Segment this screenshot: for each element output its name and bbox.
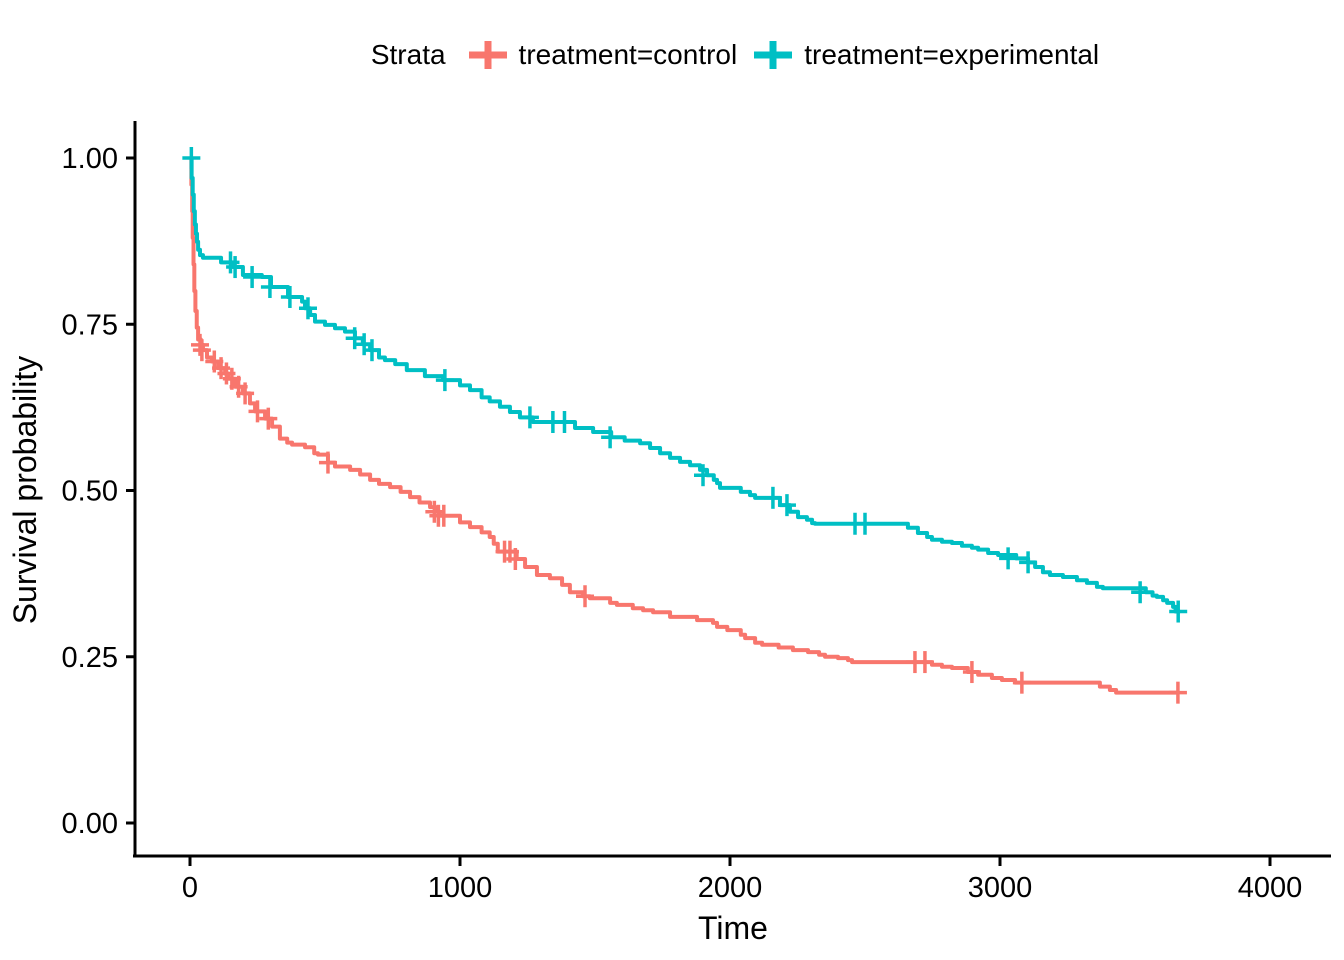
- x-axis-title: Time: [698, 910, 768, 946]
- x-tick-label: 1000: [428, 872, 493, 904]
- plus-censor-icon: [754, 41, 793, 69]
- legend-item-label-experimental: treatment=experimental: [804, 39, 1100, 70]
- y-tick-label: 0.00: [62, 808, 118, 840]
- x-tick-label: 4000: [1238, 872, 1303, 904]
- y-tick-label: 0.75: [62, 309, 118, 341]
- y-tick-label: 0.50: [62, 476, 118, 508]
- censor-marks-experimental: [182, 147, 1188, 623]
- survival-curve-experimental: [189, 156, 1181, 614]
- censor-marks-control: [190, 333, 1187, 704]
- survival-curves: [182, 147, 1188, 704]
- y-tick-label: 0.25: [62, 642, 118, 674]
- plus-censor-icon: [468, 41, 507, 69]
- x-tick-label: 3000: [968, 872, 1033, 904]
- legend: Strata treatment=control treatment=exper…: [130, 39, 1340, 71]
- series-treatment=experimental: [182, 147, 1188, 623]
- x-tick-label: 2000: [698, 872, 763, 904]
- legend-item-label-control: treatment=control: [518, 39, 738, 70]
- legend-item-experimental[interactable]: treatment=experimental: [753, 39, 1099, 71]
- y-tick-label: 1.00: [62, 143, 118, 175]
- y-axis-title: Survival probability: [7, 356, 43, 625]
- legend-item-control[interactable]: treatment=control: [468, 39, 738, 71]
- axes: 0.00 0.25 0.50 0.75 1.00 0 1000 2000 3000 4000: [62, 121, 1331, 904]
- survival-curve-control: [189, 156, 1178, 695]
- series-treatment=control: [189, 156, 1187, 704]
- x-tick-label: 0: [182, 872, 198, 904]
- legend-title: Strata: [370, 39, 446, 70]
